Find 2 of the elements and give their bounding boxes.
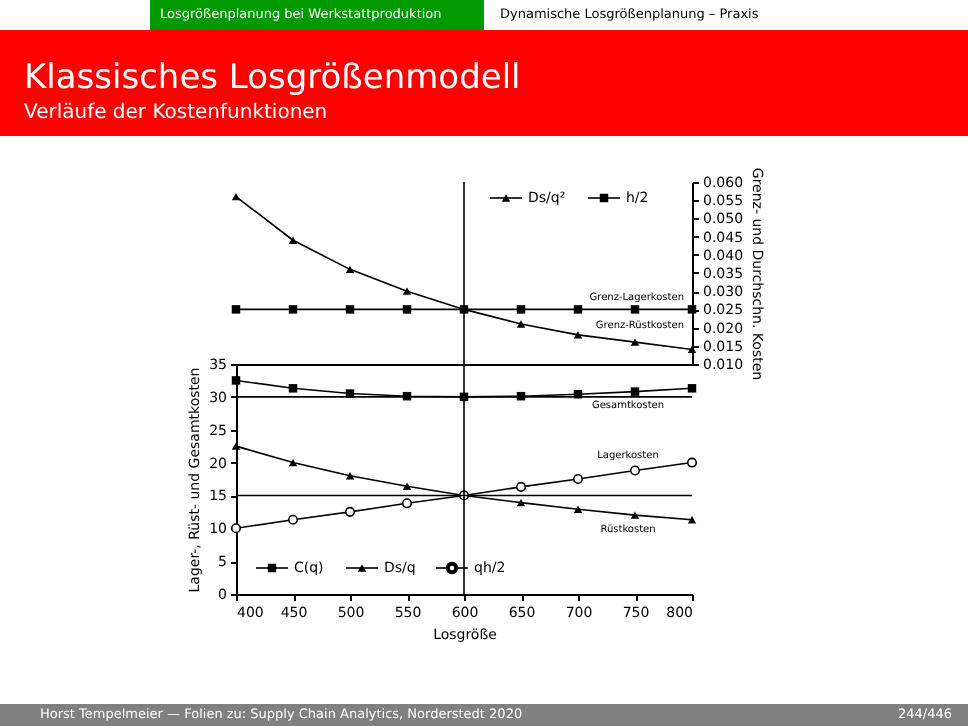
chart-title: Klassisches Losgrößenmodell xyxy=(24,58,521,98)
chart-subtitle: Verläufe der Kostenfunktionen xyxy=(24,102,328,124)
